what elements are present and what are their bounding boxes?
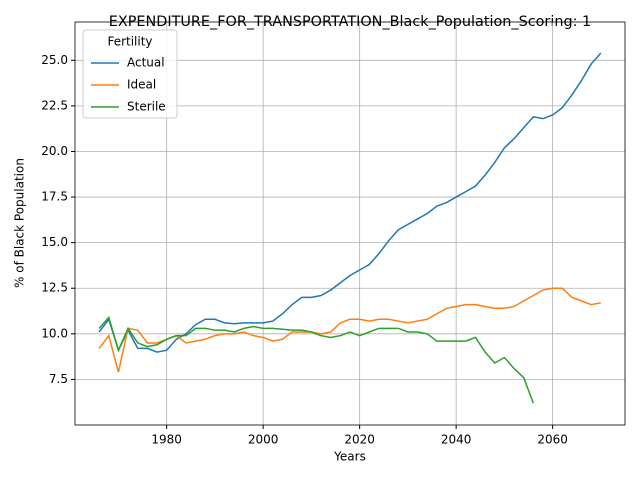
y-tick-label: 25.0 — [41, 53, 68, 67]
legend-title: Fertility — [107, 35, 152, 49]
y-tick-label: 15.0 — [41, 235, 68, 249]
y-axis-label: % of Black Population — [13, 158, 27, 288]
y-tick-label: 12.5 — [41, 281, 68, 295]
x-tick-label: 2060 — [537, 433, 568, 447]
series-line — [98, 315, 535, 404]
y-tick-label: 7.5 — [49, 372, 68, 386]
plot-frame — [74, 21, 626, 426]
legend-label: Ideal — [127, 78, 156, 92]
legend-label: Sterile — [127, 100, 166, 114]
x-tick-label: 2020 — [344, 433, 375, 447]
x-tick-label: 2040 — [441, 433, 472, 447]
x-tick-label: 2000 — [248, 433, 279, 447]
y-tick-label: 10.0 — [41, 326, 68, 340]
y-tick-label: 17.5 — [41, 190, 68, 204]
x-axis-label: Years — [333, 450, 366, 464]
series-line — [98, 287, 602, 373]
y-tick-label: 20.0 — [41, 144, 68, 158]
legend-box — [82, 29, 178, 119]
x-tick-label: 1980 — [151, 433, 182, 447]
y-tick-label: 22.5 — [41, 98, 68, 112]
legend-label: Actual — [127, 56, 165, 70]
